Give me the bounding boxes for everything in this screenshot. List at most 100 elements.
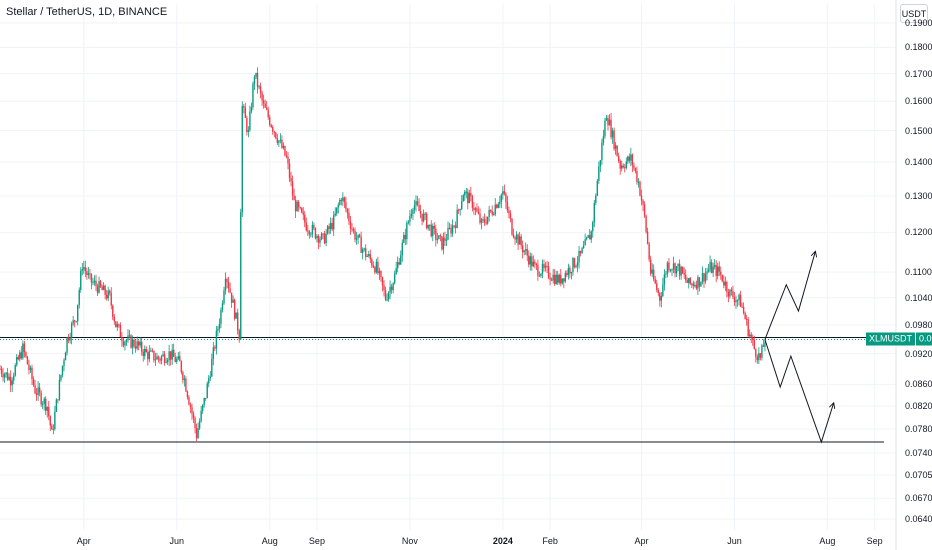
candle-body: [343, 197, 346, 203]
candle-body: [163, 354, 166, 363]
candle-body: [503, 191, 506, 194]
candle-body: [162, 354, 164, 357]
candle-body: [736, 299, 739, 301]
candle-body: [49, 416, 51, 426]
candle-body: [102, 285, 105, 291]
candle-body: [753, 339, 755, 349]
candle-body: [730, 289, 733, 292]
candle-body: [627, 156, 629, 162]
x-tick-label: Sep: [866, 536, 883, 546]
candle-body: [457, 209, 460, 211]
candle-body: [471, 196, 474, 208]
candle-body: [293, 195, 295, 201]
candle-body: [752, 337, 754, 340]
candle-body: [77, 304, 79, 322]
candle-body: [174, 356, 176, 362]
candle-body: [0, 368, 1, 370]
candle-body: [201, 404, 204, 411]
candle-body: [377, 261, 379, 274]
candle-body: [109, 290, 111, 294]
candle-body: [122, 341, 125, 346]
candle-body: [124, 341, 126, 346]
candle-body: [473, 207, 475, 210]
candle-body: [483, 219, 486, 223]
candle-body: [435, 228, 437, 240]
candle-body: [553, 274, 556, 284]
candle-body: [148, 351, 151, 360]
candle-body: [25, 352, 27, 357]
candle-body: [83, 267, 85, 270]
candle-body: [608, 119, 611, 126]
candle-body: [358, 234, 361, 237]
candle-body: [584, 239, 586, 246]
candle-body: [215, 330, 218, 349]
candle-body: [159, 359, 161, 361]
candle-body: [514, 237, 516, 240]
candle-body: [546, 265, 548, 267]
candle-body: [198, 421, 201, 429]
candle-body: [3, 374, 6, 378]
candle-body: [704, 273, 707, 282]
candle-body: [261, 92, 263, 101]
candle-body: [208, 378, 210, 384]
candle-body: [590, 231, 592, 240]
candle-body: [543, 263, 545, 268]
candle-body: [51, 425, 53, 430]
candle-body: [518, 236, 521, 245]
candle-body: [38, 387, 41, 393]
candle-body: [403, 234, 405, 243]
candle-body: [265, 107, 268, 110]
candle-body: [628, 156, 631, 161]
candle-body: [610, 119, 612, 138]
candle-body: [113, 316, 115, 322]
candle-body: [369, 254, 371, 260]
candle-body: [310, 234, 312, 236]
candle-body: [418, 204, 420, 212]
candle-body: [352, 229, 355, 231]
candle-body: [118, 324, 120, 326]
candle-body: [512, 234, 515, 238]
candle-body: [238, 330, 240, 340]
candle-body: [454, 225, 457, 228]
candle-body: [20, 352, 23, 359]
candle-body: [86, 271, 88, 275]
candle-body: [689, 278, 691, 284]
candle-body: [739, 294, 742, 307]
candle-body: [421, 213, 423, 222]
currency-unit-button[interactable]: USDT: [900, 4, 928, 23]
candle-body: [538, 275, 541, 277]
candle-body: [197, 428, 199, 439]
candle-body: [45, 398, 47, 411]
last-price-symbol: XLMUSDT: [866, 332, 916, 346]
candle-body: [57, 399, 59, 401]
candle-body: [721, 274, 723, 282]
candle-body: [299, 207, 301, 209]
candle-body: [422, 213, 425, 222]
candle-body: [139, 341, 141, 346]
candle-body: [720, 271, 722, 275]
candle-body: [145, 348, 147, 353]
candle-body: [363, 248, 365, 250]
candle-body: [328, 226, 330, 230]
candle-body: [371, 259, 373, 266]
candle-body: [496, 204, 498, 208]
candle-body: [17, 357, 19, 360]
candle-body: [246, 117, 248, 132]
candle-body: [613, 130, 615, 149]
candle-body: [659, 292, 661, 301]
candle-body: [121, 337, 123, 342]
candle-body: [345, 202, 347, 210]
candle-body: [560, 274, 562, 284]
candle-body: [572, 258, 574, 272]
candle-body: [677, 263, 679, 267]
candle-body: [602, 136, 605, 143]
candle-body: [465, 191, 467, 193]
candle-body: [462, 195, 464, 202]
candle-body: [287, 156, 289, 164]
candle-body: [521, 245, 524, 253]
candle-body: [339, 199, 341, 205]
candle-body: [14, 365, 16, 376]
candle-body: [567, 267, 570, 276]
candle-body: [654, 279, 656, 284]
